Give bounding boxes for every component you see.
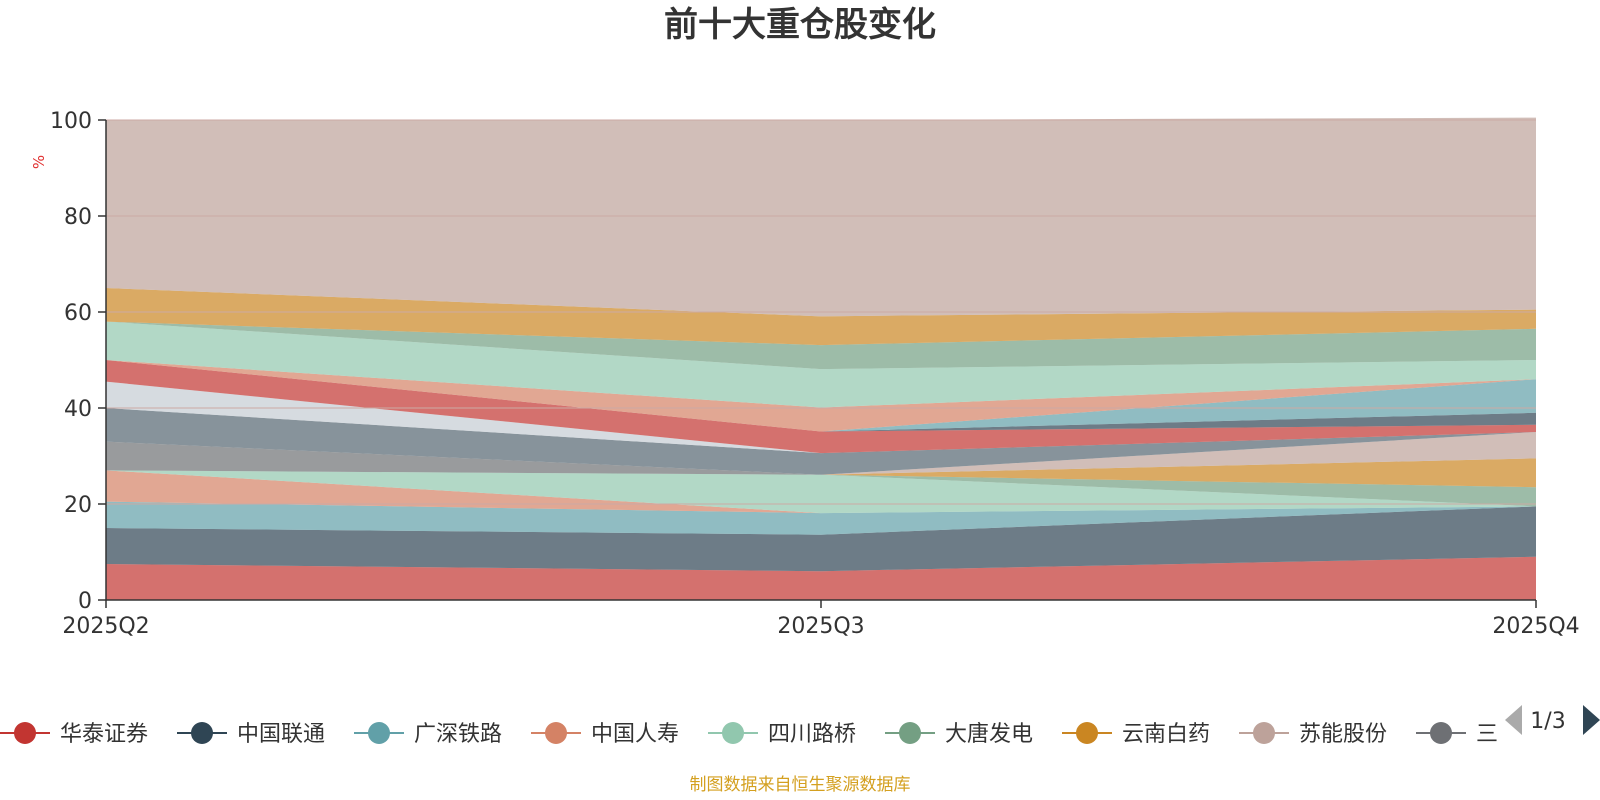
legend-item[interactable]: 苏能股份	[1239, 722, 1387, 747]
y-tick-label: 20	[64, 493, 92, 518]
legend-label: 三	[1476, 722, 1498, 747]
legend-pager: 1/3	[1505, 705, 1600, 735]
legend-item[interactable]: 华泰证券	[0, 722, 148, 747]
area-series-0	[106, 556, 1536, 600]
area-series-17	[106, 288, 1536, 346]
legend-label: 苏能股份	[1299, 722, 1387, 747]
area-series-9	[106, 408, 1536, 475]
chart-title: 前十大重仓股变化	[664, 5, 936, 45]
legend-item[interactable]: 广深铁路	[354, 722, 502, 747]
legend-label: 中国联通	[237, 722, 325, 747]
grid-lines	[106, 119, 1536, 505]
legend-item[interactable]: 四川路桥	[708, 722, 856, 747]
area-series-1	[106, 506, 1536, 572]
legend-item[interactable]: 中国联通	[177, 722, 325, 747]
x-tick-label: 2025Q3	[777, 614, 864, 639]
legend-marker-icon	[722, 722, 744, 744]
legend-marker-icon	[545, 722, 567, 744]
legend-page-indicator: 1/3	[1530, 709, 1565, 734]
legend-label: 大唐发电	[945, 722, 1033, 747]
legend-marker-icon	[1076, 722, 1098, 744]
legend-label: 云南白药	[1122, 722, 1210, 747]
legend-marker-icon	[1253, 722, 1275, 744]
area-series-10	[106, 381, 1536, 454]
area-series-13	[106, 360, 1536, 432]
y-tick-label: 60	[64, 301, 92, 326]
area-series-3	[106, 470, 1536, 514]
legend-label: 中国人寿	[591, 722, 679, 747]
legend-label: 广深铁路	[414, 722, 502, 747]
x-tick-labels: 2025Q2 2025Q3 2025Q4	[62, 600, 1580, 639]
legend[interactable]: 华泰证券 中国联通 广深铁路 中国人寿 四川路桥 大唐发电 云南白药 苏能股份 三	[0, 722, 1498, 747]
legend-marker-icon	[899, 722, 921, 744]
legend-label: 华泰证券	[60, 722, 148, 747]
source-note: 制图数据来自恒生聚源数据库	[690, 775, 911, 795]
area-series-5	[106, 470, 1536, 507]
area-series-12	[106, 360, 1536, 432]
legend-marker-icon	[191, 722, 213, 744]
legend-marker-icon	[14, 722, 36, 744]
area-series-4	[106, 470, 1536, 514]
legend-prev-page-icon[interactable]	[1505, 705, 1522, 735]
legend-label: 四川路桥	[768, 722, 856, 747]
area-series-2	[106, 501, 1536, 535]
legend-item[interactable]: 云南白药	[1062, 722, 1210, 747]
y-tick-label: 0	[78, 589, 92, 614]
legend-item[interactable]: 三	[1416, 722, 1498, 747]
x-tick-label: 2025Q4	[1492, 614, 1579, 639]
area-series-18	[106, 117, 1536, 317]
legend-marker-icon	[368, 722, 390, 744]
y-axis-unit-label: %	[30, 155, 48, 169]
area-series-6	[106, 458, 1536, 488]
y-tick-label: 100	[50, 109, 92, 134]
legend-marker-icon	[1430, 722, 1452, 744]
legend-item[interactable]: 中国人寿	[531, 722, 679, 747]
area-series-7	[106, 432, 1536, 475]
plot-areas	[106, 117, 1536, 600]
y-tick-label: 80	[64, 205, 92, 230]
area-series-8	[106, 432, 1536, 475]
legend-item[interactable]: 大唐发电	[885, 722, 1033, 747]
area-series-11	[106, 360, 1536, 454]
x-tick-label: 2025Q2	[62, 614, 149, 639]
legend-next-page-icon[interactable]	[1583, 705, 1600, 735]
y-tick-label: 40	[64, 397, 92, 422]
area-series-16	[106, 321, 1536, 370]
area-series-15	[106, 321, 1536, 408]
area-series-14	[106, 360, 1536, 432]
y-tick-labels: 0 20 40 60 80 100	[50, 109, 106, 614]
